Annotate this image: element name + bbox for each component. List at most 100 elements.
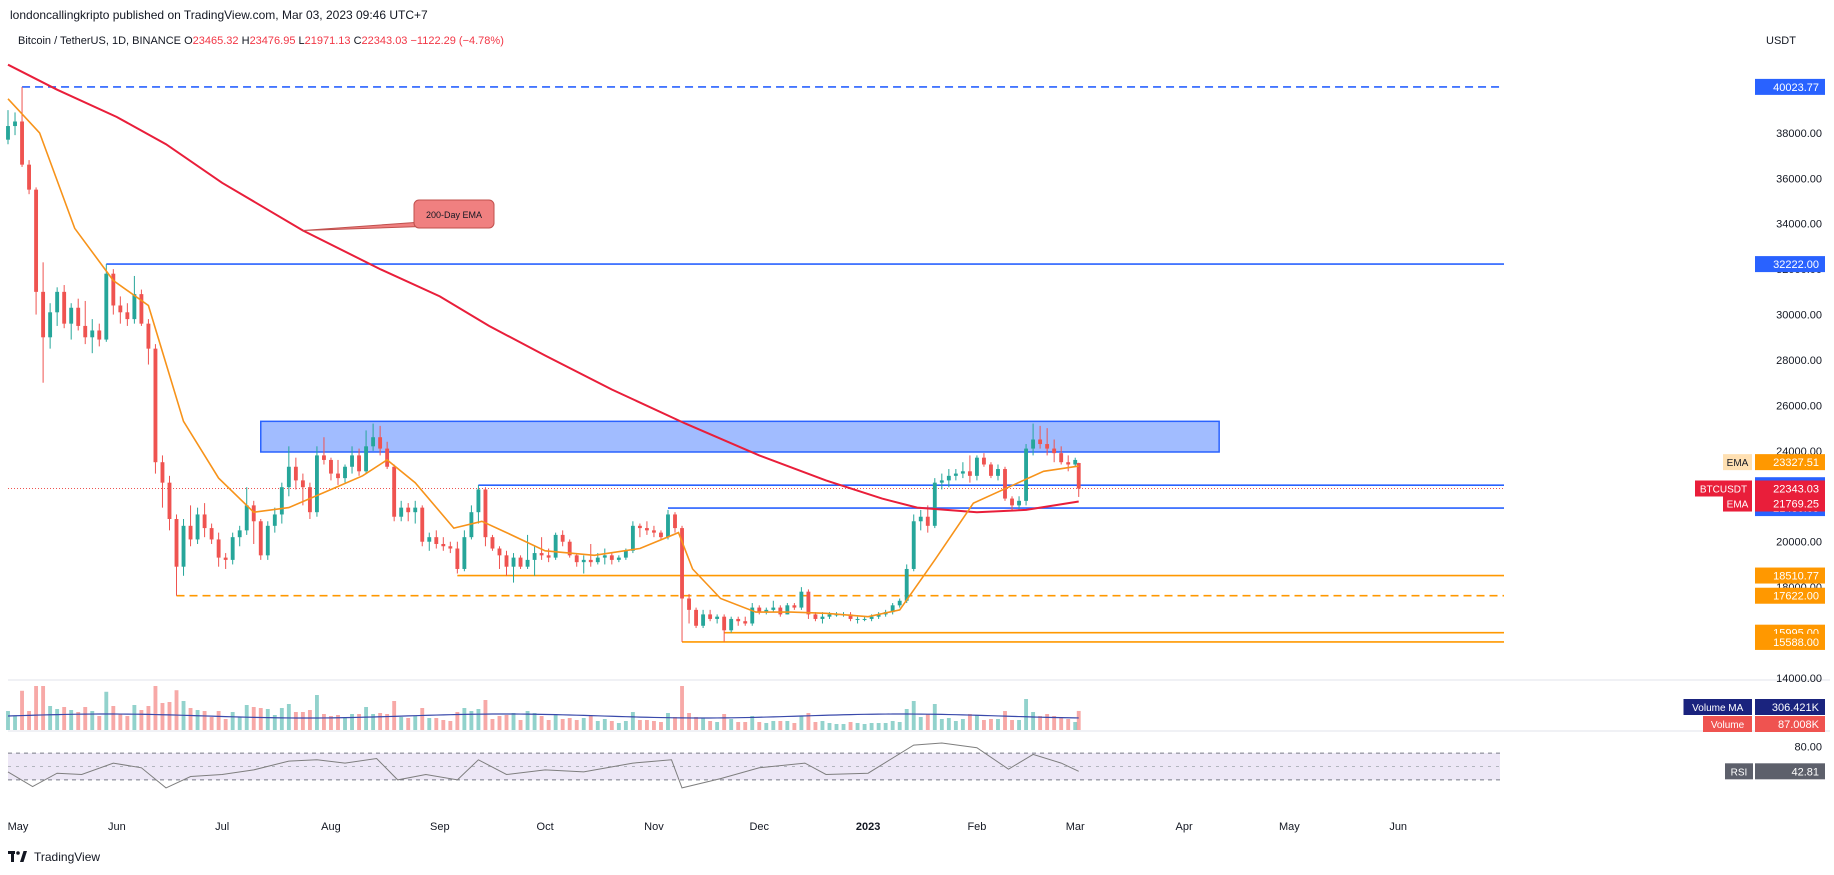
candle[interactable]	[490, 537, 495, 549]
candle[interactable]	[406, 507, 411, 513]
candle[interactable]	[532, 553, 537, 560]
candle[interactable]	[771, 607, 776, 610]
candle[interactable]	[293, 466, 298, 481]
candle[interactable]	[104, 273, 109, 340]
candle[interactable]	[855, 618, 860, 620]
candle[interactable]	[1066, 462, 1071, 465]
candle[interactable]	[469, 512, 474, 538]
candle[interactable]	[764, 609, 769, 613]
candle[interactable]	[785, 605, 790, 615]
candle[interactable]	[160, 462, 165, 483]
candle[interactable]	[279, 487, 284, 515]
candle[interactable]	[876, 614, 881, 617]
candle[interactable]	[588, 559, 593, 563]
candle[interactable]	[364, 446, 369, 472]
candle[interactable]	[715, 616, 720, 619]
candle[interactable]	[237, 530, 242, 538]
candle[interactable]	[174, 519, 179, 567]
candle[interactable]	[20, 121, 24, 165]
candle[interactable]	[132, 294, 137, 320]
annotation-box[interactable]	[413, 199, 495, 229]
candle[interactable]	[350, 455, 354, 467]
indicator-price-tag[interactable]	[1755, 480, 1825, 497]
candle[interactable]	[960, 471, 965, 474]
candle[interactable]	[750, 607, 755, 624]
candle[interactable]	[244, 505, 249, 531]
candle[interactable]	[637, 525, 642, 529]
candle[interactable]	[322, 455, 326, 460]
candle[interactable]	[806, 591, 811, 615]
candle[interactable]	[300, 480, 305, 488]
candle[interactable]	[518, 557, 523, 567]
candle[interactable]	[34, 189, 39, 292]
candle[interactable]	[1017, 500, 1021, 506]
candle[interactable]	[336, 473, 340, 479]
candle[interactable]	[560, 534, 565, 542]
candle[interactable]	[230, 537, 235, 560]
candle[interactable]	[55, 291, 60, 313]
candle[interactable]	[539, 553, 544, 556]
candle[interactable]	[62, 291, 67, 324]
candle[interactable]	[265, 525, 270, 556]
candle[interactable]	[911, 521, 916, 569]
candle[interactable]	[967, 471, 972, 476]
candle[interactable]	[202, 514, 207, 529]
candle[interactable]	[1031, 439, 1036, 449]
candle[interactable]	[623, 550, 628, 558]
candle[interactable]	[315, 455, 319, 513]
candle[interactable]	[392, 466, 397, 517]
candle[interactable]	[385, 448, 390, 467]
candle[interactable]	[153, 348, 158, 463]
candle[interactable]	[286, 466, 291, 488]
candle[interactable]	[602, 555, 607, 558]
candle[interactable]	[813, 614, 818, 619]
candle[interactable]	[139, 294, 144, 324]
candle[interactable]	[869, 616, 874, 619]
candle[interactable]	[989, 464, 993, 476]
candle[interactable]	[272, 514, 277, 526]
candle[interactable]	[111, 273, 116, 306]
candle[interactable]	[932, 482, 937, 526]
candle[interactable]	[659, 532, 663, 538]
candle[interactable]	[1024, 448, 1029, 501]
candle[interactable]	[616, 557, 621, 560]
candle[interactable]	[476, 489, 481, 513]
candle[interactable]	[251, 505, 256, 522]
volume-value-tag[interactable]	[1755, 699, 1825, 715]
candle[interactable]	[778, 607, 783, 615]
candle[interactable]	[399, 507, 404, 517]
candle[interactable]	[146, 323, 151, 349]
candle[interactable]	[595, 557, 600, 563]
candle[interactable]	[946, 475, 951, 481]
candle[interactable]	[483, 489, 488, 538]
candle[interactable]	[462, 537, 467, 569]
candle[interactable]	[553, 534, 558, 558]
candle[interactable]	[897, 600, 902, 606]
candle[interactable]	[413, 507, 418, 513]
candle[interactable]	[722, 616, 727, 631]
currency-label[interactable]: USDT	[1766, 35, 1796, 47]
candle[interactable]	[609, 555, 614, 560]
candle[interactable]	[862, 618, 867, 620]
candle[interactable]	[181, 525, 186, 567]
candle[interactable]	[1038, 439, 1043, 445]
candle[interactable]	[1010, 498, 1014, 506]
candle[interactable]	[848, 614, 853, 619]
candle[interactable]	[792, 605, 797, 608]
candle[interactable]	[448, 546, 453, 549]
candle[interactable]	[511, 557, 516, 567]
candle[interactable]	[1059, 453, 1064, 463]
symbol-name[interactable]: Bitcoin / TetherUS, 1D, BINANCE	[18, 35, 182, 47]
candle[interactable]	[307, 487, 312, 513]
candle[interactable]	[820, 616, 825, 619]
candle[interactable]	[1076, 463, 1081, 489]
candle[interactable]	[343, 466, 347, 479]
candle[interactable]	[118, 305, 123, 313]
candle[interactable]	[357, 455, 361, 472]
candle[interactable]	[195, 514, 200, 540]
candle[interactable]	[953, 473, 958, 476]
indicator-price-tag[interactable]	[1755, 454, 1825, 471]
candle[interactable]	[525, 559, 530, 567]
candle[interactable]	[581, 559, 586, 563]
candle[interactable]	[925, 516, 930, 526]
